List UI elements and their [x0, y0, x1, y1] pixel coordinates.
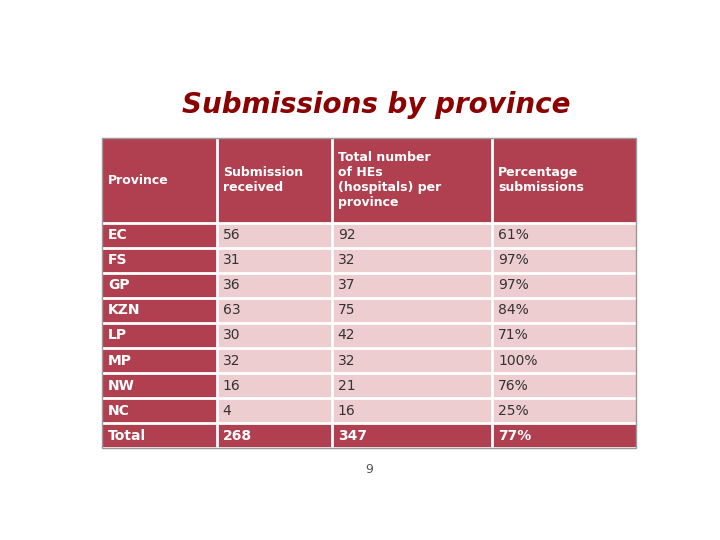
- Text: Total number
of HEs
(hospitals) per
province: Total number of HEs (hospitals) per prov…: [338, 151, 441, 210]
- Text: 268: 268: [222, 429, 252, 443]
- Text: 31: 31: [222, 253, 240, 267]
- Text: Percentage
submissions: Percentage submissions: [498, 166, 584, 194]
- Bar: [217, 348, 332, 373]
- Bar: [492, 273, 636, 298]
- Text: 36: 36: [222, 278, 240, 292]
- Bar: [102, 138, 217, 222]
- Text: 61%: 61%: [498, 228, 529, 242]
- Bar: [217, 222, 332, 248]
- Text: 77%: 77%: [498, 429, 531, 443]
- Text: 9: 9: [365, 463, 373, 476]
- Text: Province: Province: [108, 174, 168, 187]
- Bar: [102, 348, 217, 373]
- Text: 30: 30: [222, 328, 240, 342]
- Text: 56: 56: [222, 228, 240, 242]
- Text: 100%: 100%: [498, 354, 538, 368]
- Bar: [217, 323, 332, 348]
- Text: 97%: 97%: [498, 253, 529, 267]
- Bar: [217, 423, 332, 448]
- Bar: [102, 373, 217, 398]
- Bar: [217, 248, 332, 273]
- Bar: [332, 138, 492, 222]
- Text: Total: Total: [108, 429, 146, 443]
- Bar: [217, 373, 332, 398]
- Text: KZN: KZN: [108, 303, 140, 318]
- Bar: [102, 298, 217, 323]
- Text: 32: 32: [338, 253, 355, 267]
- Bar: [102, 398, 217, 423]
- Bar: [332, 373, 492, 398]
- Bar: [332, 323, 492, 348]
- Bar: [332, 348, 492, 373]
- Bar: [492, 222, 636, 248]
- Text: Submission
received: Submission received: [222, 166, 303, 194]
- Text: 75: 75: [338, 303, 355, 318]
- Text: 25%: 25%: [498, 404, 528, 417]
- Text: 42: 42: [338, 328, 355, 342]
- Bar: [102, 248, 217, 273]
- Text: 347: 347: [338, 429, 366, 443]
- Text: LP: LP: [108, 328, 127, 342]
- Bar: [217, 273, 332, 298]
- Text: 84%: 84%: [498, 303, 529, 318]
- Text: 32: 32: [222, 354, 240, 368]
- Bar: [332, 298, 492, 323]
- Bar: [332, 423, 492, 448]
- Bar: [332, 273, 492, 298]
- Text: 16: 16: [338, 404, 356, 417]
- Text: 76%: 76%: [498, 379, 529, 393]
- Bar: [102, 423, 217, 448]
- Text: 32: 32: [338, 354, 355, 368]
- Text: 97%: 97%: [498, 278, 529, 292]
- Bar: [492, 398, 636, 423]
- Text: GP: GP: [108, 278, 130, 292]
- Bar: [332, 248, 492, 273]
- Text: NC: NC: [108, 404, 130, 417]
- Bar: [102, 323, 217, 348]
- Text: 37: 37: [338, 278, 355, 292]
- Bar: [492, 348, 636, 373]
- Text: NW: NW: [108, 379, 135, 393]
- Bar: [492, 323, 636, 348]
- Text: 71%: 71%: [498, 328, 529, 342]
- Bar: [102, 273, 217, 298]
- Bar: [492, 298, 636, 323]
- Bar: [217, 398, 332, 423]
- Bar: [102, 222, 217, 248]
- Text: MP: MP: [108, 354, 132, 368]
- Text: 92: 92: [338, 228, 356, 242]
- Bar: [492, 248, 636, 273]
- Text: FS: FS: [108, 253, 127, 267]
- Bar: [332, 222, 492, 248]
- Bar: [492, 423, 636, 448]
- Text: 63: 63: [222, 303, 240, 318]
- Bar: [492, 138, 636, 222]
- Text: 21: 21: [338, 379, 356, 393]
- Bar: [217, 138, 332, 222]
- Bar: [332, 398, 492, 423]
- Bar: [217, 298, 332, 323]
- Text: 16: 16: [222, 379, 240, 393]
- Text: EC: EC: [108, 228, 127, 242]
- Bar: [102, 138, 636, 448]
- Text: 4: 4: [222, 404, 232, 417]
- Bar: [492, 373, 636, 398]
- Text: Submissions by province: Submissions by province: [182, 91, 571, 119]
